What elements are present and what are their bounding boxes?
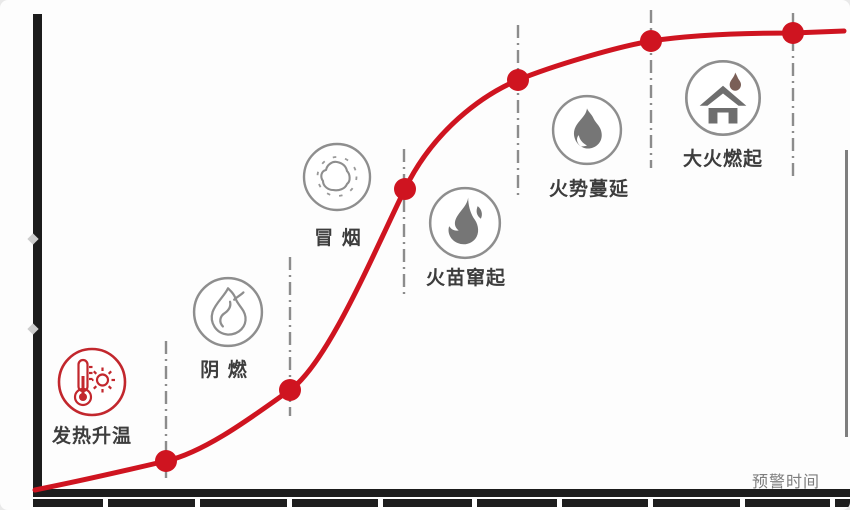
x-axis-tick: [287, 499, 292, 507]
y-axis: [33, 14, 42, 497]
x-axis: [33, 489, 850, 497]
x-axis-tick: [103, 499, 108, 507]
x-axis-tick-bar: [33, 499, 850, 507]
x-axis-tick: [830, 499, 835, 507]
rising-flame-icon: [428, 186, 502, 260]
stage-label: 火势蔓延: [548, 178, 629, 200]
data-point: [782, 22, 804, 44]
thermometer-sun-icon: [57, 347, 127, 417]
x-axis-tick: [472, 499, 477, 507]
x-axis-tick: [195, 499, 200, 507]
stage-label: 阴 燃: [200, 359, 248, 381]
image-edge-artifact: [845, 150, 848, 437]
data-point: [507, 69, 529, 91]
x-axis-tick: [557, 499, 562, 507]
data-point: [279, 379, 301, 401]
x-axis-tick: [740, 499, 745, 507]
stage-label: 冒 烟: [314, 227, 362, 249]
smolder-flame-icon: [192, 276, 264, 348]
stage-label: 火苗窜起: [425, 267, 506, 289]
data-point: [155, 450, 177, 472]
stage-label: 大火燃起: [682, 148, 763, 170]
data-point: [394, 178, 416, 200]
x-axis-tick: [378, 499, 383, 507]
stage-label: 发热升温: [51, 425, 132, 447]
data-point: [640, 30, 662, 52]
x-axis-tick: [648, 499, 653, 507]
spreading-flame-icon: [551, 94, 623, 166]
x-axis-label: 预警时间: [751, 472, 820, 491]
burning-house-icon: [685, 59, 761, 136]
smoke-puff-icon: [302, 142, 372, 212]
